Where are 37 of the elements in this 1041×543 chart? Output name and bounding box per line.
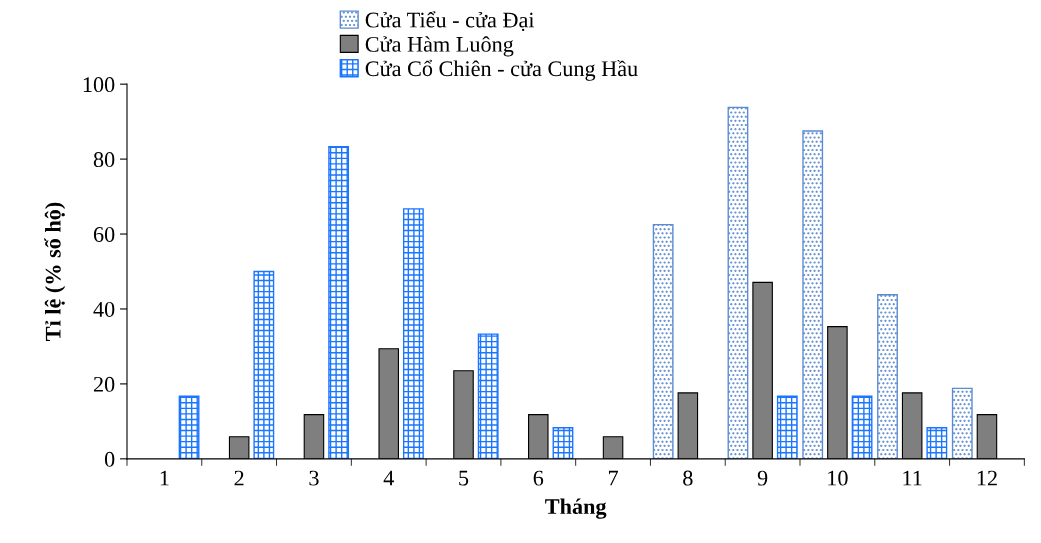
y-tick-label: 80: [93, 152, 115, 168]
x-tick-label: 11: [903, 470, 922, 486]
x-tick-label: 10: [828, 470, 848, 486]
bar: [951, 387, 973, 459]
legend-label: Cửa Hàm Luông: [365, 36, 514, 57]
bar: [402, 208, 424, 459]
y-tick-label: 100: [83, 77, 115, 93]
bar: [851, 395, 873, 459]
y-tick-label: 0: [104, 451, 115, 467]
y-tick-label: 60: [93, 226, 115, 242]
bar: [802, 130, 824, 459]
x-tick-label: 5: [459, 470, 469, 486]
y-tick-label: 40: [93, 301, 115, 317]
bar: [877, 294, 898, 459]
x-tick-label: 8: [683, 470, 693, 486]
x-tick-label: 4: [383, 470, 394, 486]
bar: [776, 395, 798, 459]
bar: [552, 427, 574, 459]
bar: [253, 270, 275, 459]
x-tick-label: 7: [608, 470, 618, 486]
bar: [926, 427, 948, 459]
x-tick-label: 3: [309, 470, 319, 486]
x-tick-label: 12: [977, 470, 997, 486]
x-tick-label: 2: [234, 470, 244, 486]
bar: [178, 395, 200, 459]
y-tick-label: 20: [93, 376, 115, 392]
legend-label: Cửa Tiểu - cửa Đại: [365, 11, 535, 32]
x-tick-label: 9: [757, 470, 768, 486]
x-tick-label: 6: [533, 470, 544, 486]
bar: [727, 106, 749, 459]
legend-label: Cửa Cổ Chiên - cửa Cung Hầu: [365, 59, 638, 81]
bar: [652, 223, 674, 459]
bar: [477, 333, 499, 459]
y-axis-title: Tỉ lệ (% số hộ): [44, 202, 66, 341]
x-axis-title: Tháng: [545, 498, 607, 519]
bar: [328, 146, 350, 459]
x-tick-label: 1: [160, 470, 169, 486]
